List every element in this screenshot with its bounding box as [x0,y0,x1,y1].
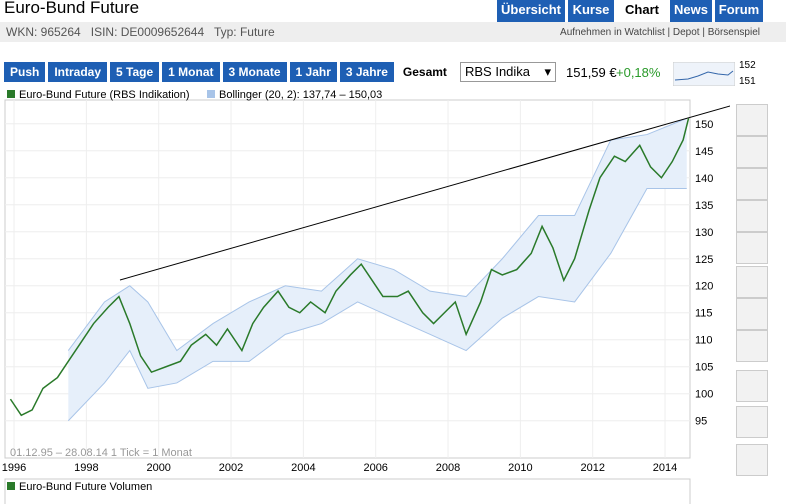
chart: 1996 1998 2000 2002 2004 2006 2008 2010 2012 2014… [2,89,730,504]
tab[interactable]: News [670,0,712,22]
legend-swatch [7,482,15,490]
x-tick-label: 2000 [146,462,170,474]
legend-label: Bollinger (20, 2): 137,74 – 150,03 [219,89,382,101]
typ: Typ: Future [213,25,275,39]
y-tick-label: 150 [695,119,713,131]
x-tick-label: 2008 [436,462,460,474]
price: 151,59 € [566,65,617,80]
range-button[interactable]: 3 Monate [222,62,287,82]
tool-zoom-in[interactable] [736,266,768,298]
range-button[interactable]: 5 Tage [110,62,160,82]
y-tick-label: 105 [695,362,713,374]
y-tick-label: 125 [695,254,713,266]
footnote: 01.12.95 – 28.08.14 1 Tick = 1 Monat [10,447,192,459]
range-buttons: Push Intraday 5 Tage 1 Monat 3 Monate 1 Jahr 3… [4,62,456,82]
tab[interactable]: Kurse [568,0,614,22]
band-upper [67,117,687,352]
select-text: RBS Indika [465,64,531,79]
y-tick-label: 135 [695,200,713,212]
range-button[interactable]: 3 Jahre [339,62,394,82]
tool-fullscreen[interactable] [736,444,768,476]
x-tick-label: 2004 [291,462,315,474]
tool-settings[interactable] [736,200,768,232]
change: +0,18% [616,65,661,80]
price-line [9,118,690,417]
tool-line[interactable] [736,104,768,136]
band-lower [67,188,687,422]
tool-zoom-out[interactable] [736,298,768,330]
tool-save[interactable] [736,406,768,438]
tool-ohlc[interactable] [736,136,768,168]
select[interactable]: RBS Indika ▾ [460,62,556,82]
info-bar [0,22,786,42]
y-tick-label: 95 [695,416,707,428]
x-tick-label: 1996 [2,462,26,474]
mini-label: 152 [739,60,756,71]
tab[interactable]: Chart [617,0,667,22]
link[interactable]: Aufnehmen in Watchlist [560,27,665,38]
wkn: WKN: 965264 [6,25,81,39]
range-button[interactable]: 1 Jahr [289,62,337,82]
tool-print[interactable] [736,370,768,402]
tool-indicator[interactable] [736,168,768,200]
x-tick-label: 2014 [653,462,677,474]
isin: ISIN: DE0009652644 [90,25,205,39]
x-tick-label: 1998 [74,462,98,474]
x-tick-label: 2010 [508,462,532,474]
x-tick-label: 2012 [580,462,604,474]
trend-line [119,105,730,281]
volume-pane [4,478,691,504]
band-fill [68,118,687,421]
y-tick-label: 100 [695,389,713,401]
mini-label: 151 [739,76,756,87]
y-tick-label: 145 [695,146,713,158]
legend-swatch [207,90,215,98]
range-button[interactable]: Push [4,62,46,82]
legend-label: Euro-Bund Future (RBS Indikation) [19,89,190,101]
volume-label: Euro-Bund Future Volumen [19,481,152,493]
mini-chart [673,62,735,86]
range-button[interactable]: 1 Monat [162,62,220,82]
links: Aufnehmen in Watchlist | Depot | Börsens… [560,27,760,38]
legend-swatch [7,90,15,98]
y-tick-label: 115 [695,308,713,320]
tool-pointer[interactable] [736,330,768,362]
x-tick-label: 2006 [363,462,387,474]
tool-draw[interactable] [736,232,768,264]
y-tick-label: 130 [695,227,713,239]
y-tick-label: 120 [695,281,713,293]
range-button[interactable]: Gesamt [396,62,453,82]
title: Euro-Bund Future [4,0,140,17]
y-tick-label: 110 [695,335,713,347]
tab[interactable]: Forum [715,0,763,22]
link[interactable]: Börsenspiel [707,27,760,38]
range-button[interactable]: Intraday [48,62,108,82]
y-tick-label: 140 [695,173,713,185]
x-tick-label: 2002 [219,462,243,474]
link[interactable]: Depot [672,27,700,38]
info: WKN: 965264 ISIN: DE0009652644 Typ: Futu… [6,25,275,39]
tab[interactable]: Übersicht [497,0,565,22]
